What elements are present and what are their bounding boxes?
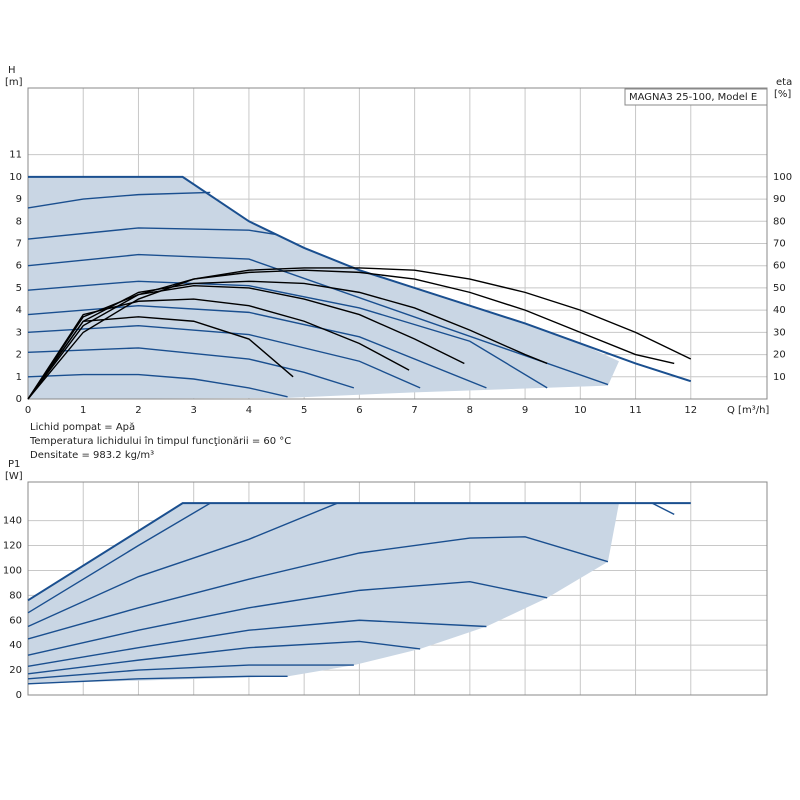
y2-tick-label: 70	[773, 239, 786, 250]
note: Lichid pompat = Apă	[30, 422, 135, 433]
x-axis-label: Q [m³/h]	[727, 405, 769, 416]
x-tick-label: 6	[356, 405, 362, 416]
x-tick-label: 12	[684, 405, 697, 416]
y-tick-label: 120	[3, 541, 22, 552]
plot-frame	[27, 481, 768, 696]
x-tick-label: 9	[522, 405, 528, 416]
y-tick-label: 80	[9, 590, 22, 601]
y2-tick-label: 90	[773, 194, 786, 205]
curve	[27, 536, 609, 640]
y-tick-label: 2	[16, 350, 22, 361]
curve	[27, 324, 421, 389]
y2-tick-label: 50	[773, 283, 786, 294]
x-tick-label: 11	[629, 405, 642, 416]
x-tick-label: 8	[467, 405, 473, 416]
y-tick-label: 40	[9, 640, 22, 651]
curve	[27, 298, 410, 400]
y-tick-label: 140	[3, 516, 22, 527]
curve	[27, 580, 548, 656]
curve	[27, 502, 211, 614]
curve	[27, 227, 277, 240]
y-tick-label: 9	[16, 194, 22, 205]
y-tick-label: 100	[3, 565, 22, 576]
y2-tick-label: 40	[773, 305, 786, 316]
x-tick-label: 4	[246, 405, 252, 416]
plot-frame	[27, 87, 768, 400]
y2-tick-label: 60	[773, 261, 786, 272]
y2-tick-label: 20	[773, 350, 786, 361]
x-tick-label: 3	[191, 405, 197, 416]
curve	[27, 619, 487, 668]
y2-tick-label: 100	[773, 172, 792, 183]
y2-axis-label: eta	[776, 77, 792, 88]
y-tick-label: 10	[9, 172, 22, 183]
x-tick-label: 0	[25, 405, 31, 416]
x-tick-label: 5	[301, 405, 307, 416]
y-tick-label: 11	[9, 150, 22, 161]
y-tick-label: 0	[16, 394, 22, 405]
curve	[27, 347, 355, 389]
y-tick-label: 5	[16, 283, 22, 294]
x-tick-label: 10	[574, 405, 587, 416]
y-tick-label: 0	[16, 690, 22, 701]
curve	[27, 373, 288, 398]
curve	[27, 502, 691, 602]
curve	[27, 316, 294, 400]
curve	[27, 253, 609, 386]
x-tick-label: 2	[135, 405, 141, 416]
y-axis-unit: [W]	[5, 471, 23, 482]
chart-title: MAGNA3 25-100, Model E	[629, 92, 757, 103]
y2-tick-label: 80	[773, 216, 786, 227]
curve	[27, 285, 465, 400]
curve	[27, 640, 421, 675]
x-tick-label: 1	[80, 405, 86, 416]
x-tick-label: 7	[411, 405, 417, 416]
y-tick-label: 8	[16, 216, 22, 227]
y-tick-label: 60	[9, 615, 22, 626]
y-tick-label: 4	[16, 305, 22, 316]
y2-axis-unit: [%]	[774, 89, 791, 100]
shaded-region	[28, 176, 619, 399]
y-axis-label: P1	[8, 459, 20, 470]
y-tick-label: 7	[16, 239, 22, 250]
title-box	[624, 88, 768, 106]
y-tick-label: 6	[16, 261, 22, 272]
y2-tick-label: 10	[773, 372, 786, 383]
curve	[27, 267, 692, 400]
curve	[27, 664, 354, 680]
y-axis-unit: [m]	[5, 77, 23, 88]
curve	[27, 191, 211, 209]
note: Temperatura lichidului în timpul funcţio…	[29, 435, 291, 447]
note: Densitate = 983.2 kg/m³	[30, 450, 154, 461]
curve	[27, 675, 288, 685]
y2-tick-label: 30	[773, 327, 786, 338]
y-tick-label: 1	[16, 372, 22, 383]
curve	[28, 175, 692, 383]
curve	[27, 280, 548, 389]
curve	[27, 502, 338, 628]
y-tick-label: 20	[9, 665, 22, 676]
y-tick-label: 3	[16, 327, 22, 338]
shaded-region	[28, 503, 619, 684]
curve	[651, 502, 675, 516]
y-axis-label: H	[8, 65, 16, 76]
